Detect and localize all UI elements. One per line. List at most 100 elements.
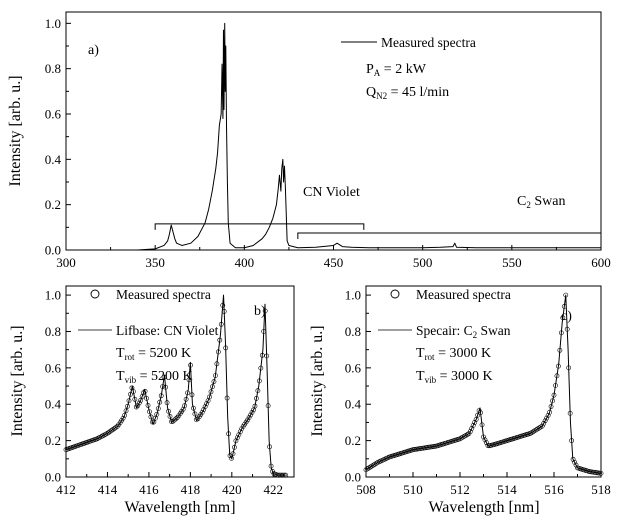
panel-b-x-tick-label: 416	[139, 482, 159, 497]
series-measured-spectra-line	[66, 22, 601, 251]
measured-point	[167, 414, 173, 419]
measured-point	[135, 403, 141, 408]
panel-b-t-vib-subscript: vib	[125, 375, 137, 385]
measured-point	[482, 437, 488, 443]
measured-point	[545, 413, 551, 418]
measured-point	[551, 392, 557, 398]
measured-point	[560, 315, 566, 321]
panel-b-t-vib-symbol: T	[116, 369, 125, 384]
measured-point	[128, 391, 133, 397]
flow-condition: QN2 = 45 l/min	[366, 85, 449, 101]
panel-c-ticks: 508 510 512 514 516 518 0.0 0.2 0.4 0.6 0.8 1.0	[345, 288, 611, 497]
panel-c-legend-fit-main: Specair: C	[416, 323, 473, 338]
measured-point	[183, 396, 189, 402]
measured-point	[556, 363, 561, 369]
measured-point	[154, 411, 160, 417]
measured-point	[229, 455, 234, 461]
measured-point	[223, 345, 229, 351]
panel-c-y-axis-label: Intensity [arb. u.]	[309, 325, 326, 436]
panel-a-x-tick-label: 400	[235, 255, 255, 270]
panel-b-y-tick-label: 0.4	[45, 397, 62, 412]
panel-c-legend-fit-rest: Swan	[477, 323, 511, 338]
measured-point	[233, 438, 239, 444]
measured-point	[264, 353, 270, 359]
panel-c-y-tick-label: 1.0	[345, 288, 361, 303]
measured-point	[539, 423, 545, 429]
measured-point	[475, 412, 481, 418]
measured-point	[191, 405, 196, 411]
panel-b-plot-area	[63, 294, 289, 478]
panel-b-y-tick-label: 0.6	[45, 360, 62, 375]
measured-point	[132, 396, 138, 402]
measured-point	[226, 431, 231, 437]
power-subscript: A	[374, 68, 381, 78]
measured-point	[214, 361, 220, 367]
measured-point	[252, 403, 258, 409]
measured-point	[171, 417, 177, 423]
measured-point	[173, 416, 179, 422]
measured-point	[188, 362, 193, 368]
measured-point	[557, 347, 563, 353]
measured-point	[259, 352, 265, 358]
measured-point	[484, 440, 489, 446]
measured-point	[204, 401, 210, 407]
panel-a-y-tick-label: 1.0	[45, 16, 61, 31]
panel-b-legend-marker	[90, 289, 100, 299]
panel-a-y-tick-label: 0.8	[45, 61, 61, 76]
panel-c-y-tick-label: 0.0	[345, 470, 361, 485]
panel-a-y-tick-label: 0.4	[45, 152, 62, 167]
panel-a-x-tick-label: 600	[591, 255, 611, 270]
measured-point	[467, 429, 473, 434]
panel-c-t-rot-subscript: rot	[425, 352, 435, 362]
panel-b-y-axis-label: Intensity [arb. u.]	[9, 325, 26, 436]
panel-b-x-tick-label: 422	[264, 482, 284, 497]
measured-point	[212, 373, 218, 379]
measured-point	[155, 406, 161, 411]
measured-point	[148, 414, 154, 420]
band-bracket-c2-swan	[297, 232, 602, 239]
measured-point	[202, 404, 208, 410]
measured-point	[192, 411, 198, 417]
measured-point	[164, 400, 170, 406]
panel-b-y-tick-label: 0.0	[45, 470, 61, 485]
panel-b-y-tick-label: 1.0	[45, 288, 61, 303]
measured-point	[538, 424, 544, 430]
panel-b-ticks: 412 414 416 418 420 422 0.0 0.2 0.4 0.6 0.8 1.0	[45, 288, 283, 497]
panel-a-y-tick-label: 0.2	[45, 197, 61, 212]
panel-a-ticks: 300 350 400 450 500 550 600 0.0 0.2 0.4 0.6 0.8 1.0	[45, 16, 611, 270]
measured-point	[280, 472, 286, 478]
panel-a-x-tick-label: 350	[145, 255, 165, 270]
measured-point	[479, 422, 485, 428]
panel-b-x-tick-label: 418	[181, 482, 201, 497]
measured-point	[210, 384, 215, 390]
panel-c-y-tick-label: 0.4	[345, 397, 362, 412]
panel-c-y-tick-label: 0.2	[345, 433, 361, 448]
measured-point	[564, 326, 570, 332]
measured-point	[478, 410, 483, 416]
panel-b-x-tick-label: 412	[56, 482, 76, 497]
measured-point	[261, 329, 267, 334]
measured-point	[265, 403, 271, 409]
measured-point	[199, 409, 205, 415]
measured-point	[561, 304, 567, 309]
measured-point	[166, 408, 171, 414]
measured-point	[234, 435, 240, 441]
panel-c-t-rot-value: = 3000 K	[435, 346, 492, 361]
measured-point	[169, 419, 174, 424]
power-condition: PA = 2 kW	[366, 62, 427, 78]
panel-b-t-vib-value: = 5200 K	[136, 369, 193, 384]
measured-point	[170, 418, 176, 424]
panel-c-t-vib-value: = 3000 K	[436, 369, 493, 384]
measured-point	[147, 409, 152, 415]
panel-b: 412 414 416 418 420 422 0.0 0.2 0.4 0.6 0.8 1.0 Int…	[9, 285, 295, 516]
measured-point	[125, 403, 130, 409]
measured-point	[544, 415, 550, 421]
panel-b-x-tick-label: 420	[222, 482, 242, 497]
measured-point	[224, 395, 230, 401]
measured-point	[144, 395, 149, 401]
panel-b-t-rot-value: = 5200 K	[135, 346, 192, 361]
measured-point	[211, 379, 217, 384]
measured-point	[473, 416, 479, 422]
flow-value: = 45 l/min	[387, 85, 449, 100]
panel-b-x-axis-label: Wavelength [nm]	[124, 499, 235, 516]
